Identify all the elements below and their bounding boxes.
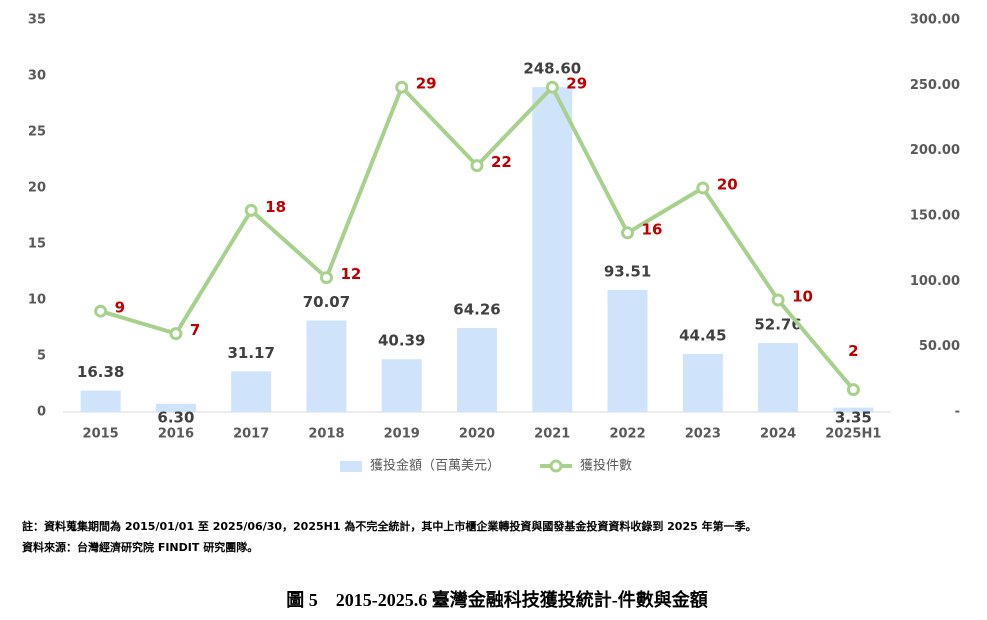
y-tick-label: 35 bbox=[28, 13, 46, 28]
bar-value-label: 93.51 bbox=[604, 262, 651, 280]
line-marker bbox=[319, 271, 333, 285]
bar-value-label: 6.30 bbox=[157, 409, 194, 427]
bar bbox=[833, 407, 874, 412]
bar-value-label: 52.76 bbox=[754, 316, 801, 334]
y2-tick-label: - bbox=[955, 405, 960, 420]
legend-label: 獲投金額（百萬美元） bbox=[370, 458, 500, 474]
x-tick-label: 2024 bbox=[760, 427, 796, 442]
line-value-label: 9 bbox=[115, 299, 125, 317]
bar-value-label: 44.45 bbox=[679, 326, 726, 344]
line-value-label: 20 bbox=[717, 176, 738, 194]
note: 資料來源：台灣經濟研究院 FINDIT 研究團隊。 bbox=[22, 540, 258, 554]
note: 註：資料蒐集期間為 2015/01/01 至 2025/06/30，2025H1… bbox=[22, 519, 757, 533]
line-marker bbox=[621, 226, 635, 240]
x-tick-label: 2018 bbox=[308, 427, 344, 442]
bar-value-label: 31.17 bbox=[227, 344, 274, 362]
legend-label: 獲投件數 bbox=[580, 458, 632, 474]
bar bbox=[457, 328, 497, 412]
legend-swatch bbox=[340, 461, 362, 472]
line-value-label: 12 bbox=[340, 265, 361, 283]
y2-tick-label: 50.00 bbox=[919, 339, 960, 354]
line-marker bbox=[545, 80, 559, 94]
bar bbox=[682, 353, 723, 412]
bar bbox=[80, 390, 121, 412]
bar-value-label: 3.35 bbox=[835, 409, 872, 427]
x-tick-label: 2019 bbox=[384, 427, 420, 442]
y2-tick-label: 200.00 bbox=[910, 143, 960, 158]
line-value-label: 29 bbox=[566, 75, 587, 93]
line-marker bbox=[696, 181, 710, 195]
line-marker bbox=[244, 203, 258, 217]
y-tick-label: 5 bbox=[37, 349, 46, 364]
y2-tick-label: 250.00 bbox=[910, 78, 960, 93]
line-value-label: 18 bbox=[265, 198, 286, 216]
line-value-label: 10 bbox=[792, 288, 813, 306]
x-tick-label: 2021 bbox=[534, 427, 570, 442]
x-tick-label: 2025H1 bbox=[825, 427, 881, 442]
x-tick-label: 2016 bbox=[158, 427, 194, 442]
bar bbox=[381, 359, 422, 412]
y-tick-label: 0 bbox=[37, 405, 46, 420]
y-tick-label: 10 bbox=[28, 293, 46, 308]
bar bbox=[532, 87, 573, 413]
y2-tick-label: 100.00 bbox=[910, 274, 960, 289]
bar bbox=[306, 320, 347, 412]
line-marker bbox=[771, 293, 785, 307]
line-value-label: 22 bbox=[491, 153, 512, 171]
y-tick-label: 15 bbox=[28, 237, 46, 252]
caption: 圖 5 2015-2025.6 臺灣金融科技獲投統計-件數與金額 bbox=[286, 589, 708, 610]
line-marker bbox=[395, 80, 409, 94]
y-tick-label: 20 bbox=[28, 181, 46, 196]
bar-value-label: 70.07 bbox=[303, 293, 350, 311]
x-tick-label: 2015 bbox=[83, 427, 119, 442]
line-marker bbox=[94, 304, 108, 318]
line-value-label: 29 bbox=[416, 75, 437, 93]
bar bbox=[758, 343, 799, 412]
bar-value-label: 40.39 bbox=[378, 332, 425, 350]
bar-value-label: 64.26 bbox=[453, 301, 500, 319]
y-tick-label: 25 bbox=[28, 125, 46, 140]
bar bbox=[155, 403, 196, 412]
bar-value-label: 248.60 bbox=[523, 60, 581, 78]
x-tick-label: 2017 bbox=[233, 427, 269, 442]
line-value-label: 16 bbox=[642, 220, 663, 238]
legend-swatch bbox=[549, 459, 563, 473]
y2-tick-label: 150.00 bbox=[910, 209, 960, 224]
bar bbox=[607, 289, 648, 412]
bar bbox=[231, 371, 272, 412]
x-tick-label: 2023 bbox=[685, 427, 721, 442]
line-value-label: 2 bbox=[848, 342, 858, 360]
line-marker bbox=[846, 383, 860, 397]
line-marker bbox=[470, 159, 484, 173]
line-value-label: 7 bbox=[190, 321, 200, 339]
y-tick-label: 30 bbox=[28, 69, 46, 84]
x-tick-label: 2022 bbox=[609, 427, 645, 442]
line-marker bbox=[169, 327, 183, 341]
y2-tick-label: 300.00 bbox=[910, 13, 960, 28]
x-tick-label: 2020 bbox=[459, 427, 495, 442]
bar-value-label: 16.38 bbox=[77, 363, 124, 381]
